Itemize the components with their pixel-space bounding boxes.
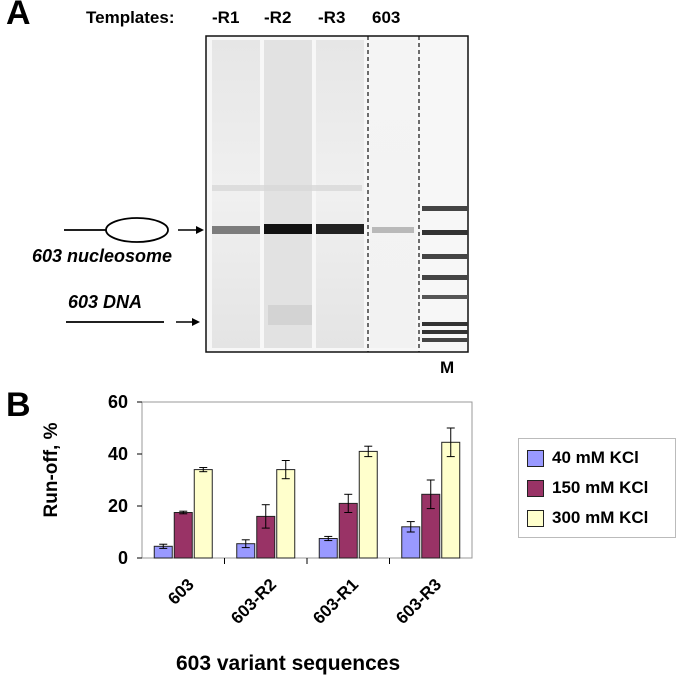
y-tick-label: 0: [118, 548, 128, 568]
y-tick-label: 40: [108, 444, 128, 464]
templates-label: Templates:: [86, 8, 175, 27]
bar: [276, 469, 296, 559]
legend-item-40mm: 40 mM KCl: [527, 445, 639, 471]
gel-image: [64, 35, 469, 353]
dna-label: 603 DNA: [68, 292, 143, 312]
bar: [193, 469, 213, 559]
legend-label-150mm: 150 mM KCl: [552, 478, 649, 497]
panel-a-letter: A: [6, 0, 31, 32]
lane-label-603: 603: [372, 8, 401, 27]
y-tick-label: 20: [108, 496, 128, 516]
lane-label-r1: -R1: [212, 8, 240, 27]
legend-swatch-40mm: [527, 449, 544, 467]
lane-label-r2: -R2: [264, 8, 292, 27]
y-axis-label: Run-off, %: [41, 422, 62, 518]
bar: [358, 450, 378, 559]
legend: 40 mM KCl 150 mM KCl 300 mM KCl: [518, 438, 676, 538]
legend-item-300mm: 300 mM KCl: [527, 505, 648, 531]
legend-swatch-300mm: [527, 509, 544, 527]
bar: [173, 512, 193, 559]
x-axis-label: 603 variant sequences: [176, 652, 401, 675]
marker-label: M: [440, 358, 455, 377]
bar: [318, 538, 338, 559]
panel-b-letter: B: [6, 386, 31, 424]
nucleosome-label: 603 nucleosome: [32, 246, 173, 266]
legend-label-40mm: 40 mM KCl: [552, 448, 639, 467]
bar-chart: 0 20 40 60: [108, 392, 473, 568]
legend-label-300mm: 300 mM KCl: [552, 508, 649, 527]
legend-swatch-150mm: [527, 479, 544, 497]
legend-item-150mm: 150 mM KCl: [527, 475, 648, 501]
bar: [441, 441, 461, 559]
y-tick-label: 60: [108, 392, 128, 412]
lane-label-r3: -R3: [318, 8, 346, 27]
